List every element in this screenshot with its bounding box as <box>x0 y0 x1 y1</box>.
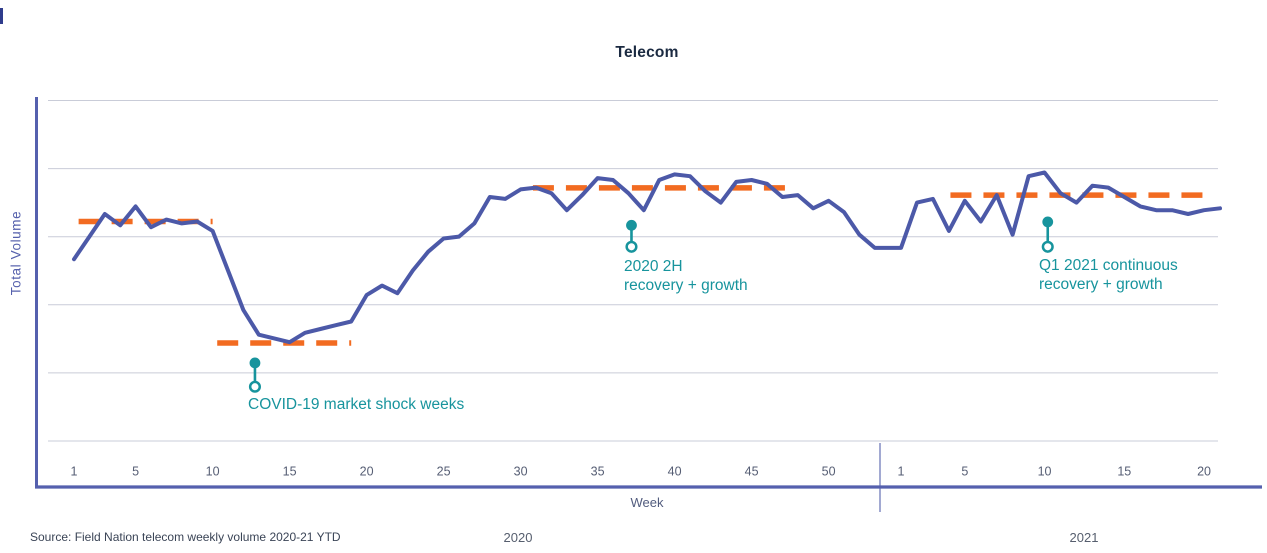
x-tick-label: 10 <box>206 465 220 479</box>
annotation-pin-ring <box>248 380 261 393</box>
x-tick-label: 20 <box>360 465 374 479</box>
year-label-2020: 2020 <box>503 530 533 545</box>
annotation-pin-dot <box>1042 216 1054 228</box>
annotation-pin-ring <box>625 240 638 253</box>
year-label-2021: 2021 <box>1069 530 1099 545</box>
annotation-text-line: recovery + growth <box>624 277 748 294</box>
x-tick-label: 45 <box>745 465 759 479</box>
annotation-text-line: Q1 2021 continuous <box>1039 257 1178 274</box>
annotation-pin-ring <box>1041 240 1054 253</box>
source-note: Source: Field Nation telecom weekly volu… <box>30 530 341 544</box>
x-tick-label: 1 <box>71 465 78 479</box>
x-tick-label: 30 <box>514 465 528 479</box>
annotation-q1-2021-recovery: Q1 2021 continuous recovery + growth <box>1039 256 1178 294</box>
volume-line <box>72 170 1222 345</box>
x-tick-label: 50 <box>822 465 836 479</box>
chart-title: Telecom <box>615 44 679 61</box>
edge-artifact-mark <box>0 8 3 24</box>
x-tick-label: 15 <box>283 465 297 479</box>
x-tick-label: 40 <box>668 465 682 479</box>
annotation-pin-dot <box>626 219 637 231</box>
annotation-pin-dot <box>249 357 261 369</box>
x-tick-label: 5 <box>132 465 139 479</box>
x-tick-label: 1 <box>898 465 905 479</box>
x-tick-label: 20 <box>1197 465 1211 479</box>
x-axis-label: Week <box>630 495 664 510</box>
x-tick-label: 15 <box>1117 465 1131 479</box>
x-tick-label: 10 <box>1038 465 1052 479</box>
y-axis-label: Total Volume <box>8 210 24 296</box>
annotation-text-line: 2020 2H <box>624 258 683 275</box>
x-tick-label: 5 <box>961 465 968 479</box>
annotation-text-line: recovery + growth <box>1039 276 1163 293</box>
x-tick-label: 35 <box>591 465 605 479</box>
annotation-text-line: COVID-19 market shock weeks <box>248 396 465 413</box>
x-tick-label: 25 <box>437 465 451 479</box>
annotation-covid-shock: COVID-19 market shock weeks <box>248 395 464 414</box>
annotation-2020-2h-recovery: 2020 2H recovery + growth <box>624 257 748 295</box>
